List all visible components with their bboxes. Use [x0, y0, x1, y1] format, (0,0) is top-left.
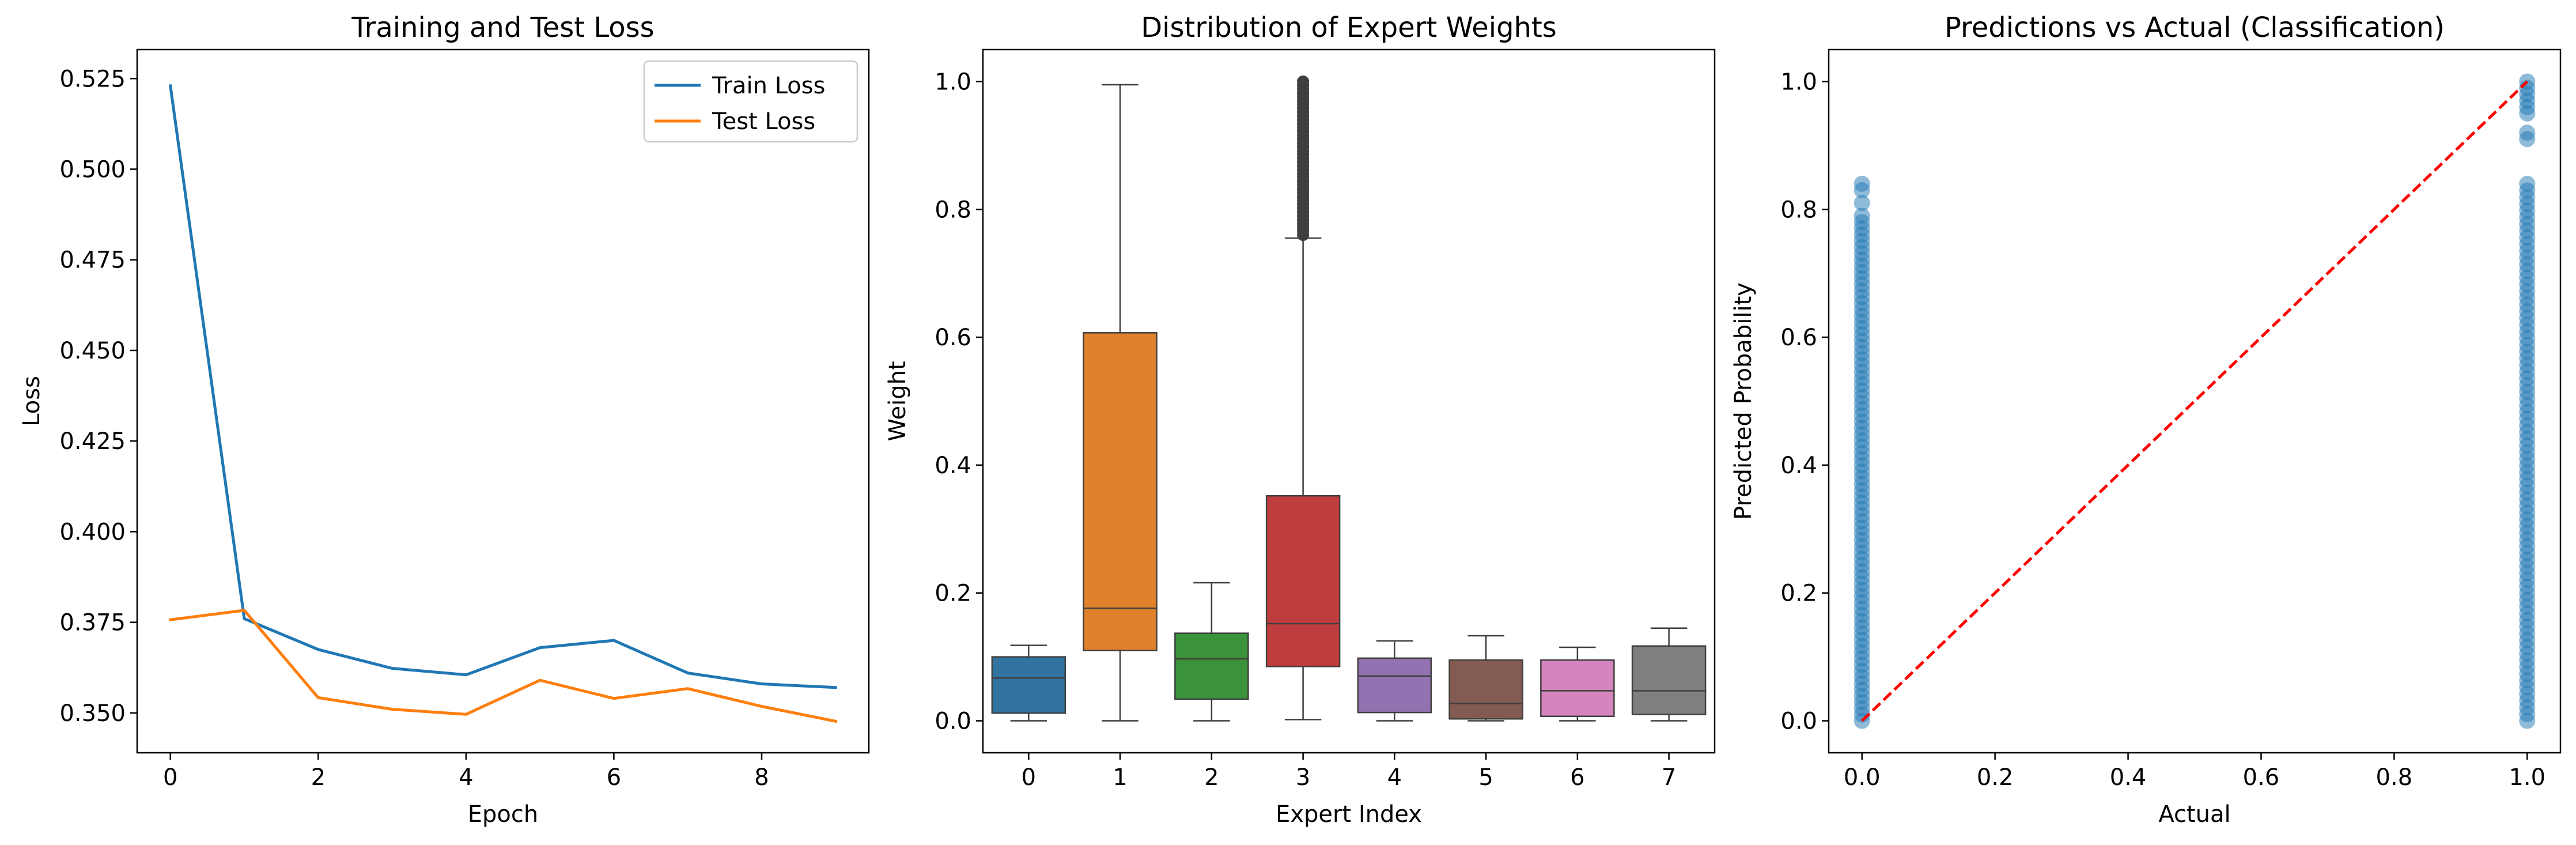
y-tick-label: 0.0 [1780, 708, 1817, 735]
scatter-point [1853, 208, 1870, 224]
box-expert-3 [1265, 495, 1341, 667]
y-tick-label: 0.4 [935, 452, 971, 479]
x-tick-label: 2 [311, 764, 326, 791]
y-axis-label: Weight [884, 361, 911, 441]
y-tick-label: 0.475 [59, 247, 126, 274]
box-expert-4 [1357, 657, 1432, 714]
y-tick-label: 0.350 [59, 700, 126, 727]
loss-chart-title: Training and Test Loss [351, 12, 654, 44]
y-axis-label: Loss [18, 376, 45, 427]
x-tick-label: 3 [1296, 764, 1310, 791]
y-tick-label: 0.6 [1780, 325, 1817, 351]
x-tick-label: 0.8 [2376, 764, 2413, 791]
x-tick-label: 4 [1387, 764, 1402, 791]
y-tick-label: 0.450 [59, 338, 126, 364]
predictions-chart-title: Predictions vs Actual (Classification) [1945, 12, 2445, 44]
y-tick-label: 0.4 [1780, 452, 1817, 479]
plot-frame [1828, 48, 2562, 754]
plot-frame [982, 48, 1716, 754]
x-tick-label: 1 [1113, 764, 1127, 791]
x-tick-label: 6 [1570, 764, 1584, 791]
x-tick-label: 0 [163, 764, 177, 791]
scatter-point [2519, 125, 2536, 141]
scatter-point [1853, 195, 1870, 212]
legend-label: Test Loss [712, 108, 815, 135]
weights-chart-title: Distribution of Expert Weights [1141, 12, 1557, 44]
y-tick-label: 1.0 [935, 69, 971, 95]
x-tick-label: 0 [1022, 764, 1036, 791]
box-expert-6 [1540, 659, 1615, 718]
y-tick-label: 0.375 [59, 610, 126, 636]
legend-label: Train Loss [712, 73, 825, 99]
y-tick-label: 0.400 [59, 519, 126, 545]
y-axis-label: Predicted Probability [1730, 282, 1757, 520]
outlier-point [1297, 75, 1310, 88]
y-tick-label: 1.0 [1780, 69, 1817, 95]
y-tick-label: 0.2 [935, 580, 971, 607]
scatter-point [1853, 175, 1870, 192]
x-tick-label: 6 [607, 764, 621, 791]
y-tick-label: 0.8 [1780, 197, 1817, 223]
y-tick-label: 0.8 [935, 197, 971, 223]
x-tick-label: 7 [1662, 764, 1676, 791]
x-tick-label: 4 [459, 764, 473, 791]
reference-diagonal-line [1860, 80, 2529, 722]
box-expert-2 [1174, 632, 1249, 700]
plot-frame [136, 48, 870, 754]
x-axis-label: Epoch [468, 801, 538, 828]
x-tick-label: 0.2 [1977, 764, 2014, 791]
x-tick-label: 0.4 [2110, 764, 2147, 791]
y-tick-label: 0.0 [935, 708, 971, 735]
x-axis-label: Actual [2158, 801, 2230, 828]
y-tick-label: 0.2 [1780, 580, 1817, 607]
series-line-train-loss [168, 84, 837, 689]
box-expert-5 [1448, 659, 1523, 720]
x-tick-label: 0.0 [1844, 764, 1881, 791]
y-tick-label: 0.525 [59, 66, 126, 92]
y-tick-label: 0.500 [59, 157, 126, 183]
series-line-test-loss [168, 609, 838, 723]
x-tick-label: 2 [1204, 764, 1219, 791]
y-tick-label: 0.425 [59, 428, 126, 455]
box-expert-7 [1631, 645, 1707, 715]
x-tick-label: 8 [754, 764, 769, 791]
x-axis-label: Expert Index [1276, 801, 1422, 828]
x-tick-label: 1.0 [2509, 764, 2545, 791]
y-tick-label: 0.6 [935, 325, 971, 351]
box-expert-1 [1083, 332, 1158, 651]
scatter-point [2519, 175, 2536, 192]
x-tick-label: 5 [1478, 764, 1493, 791]
box-expert-0 [991, 656, 1066, 714]
x-tick-label: 0.6 [2243, 764, 2280, 791]
